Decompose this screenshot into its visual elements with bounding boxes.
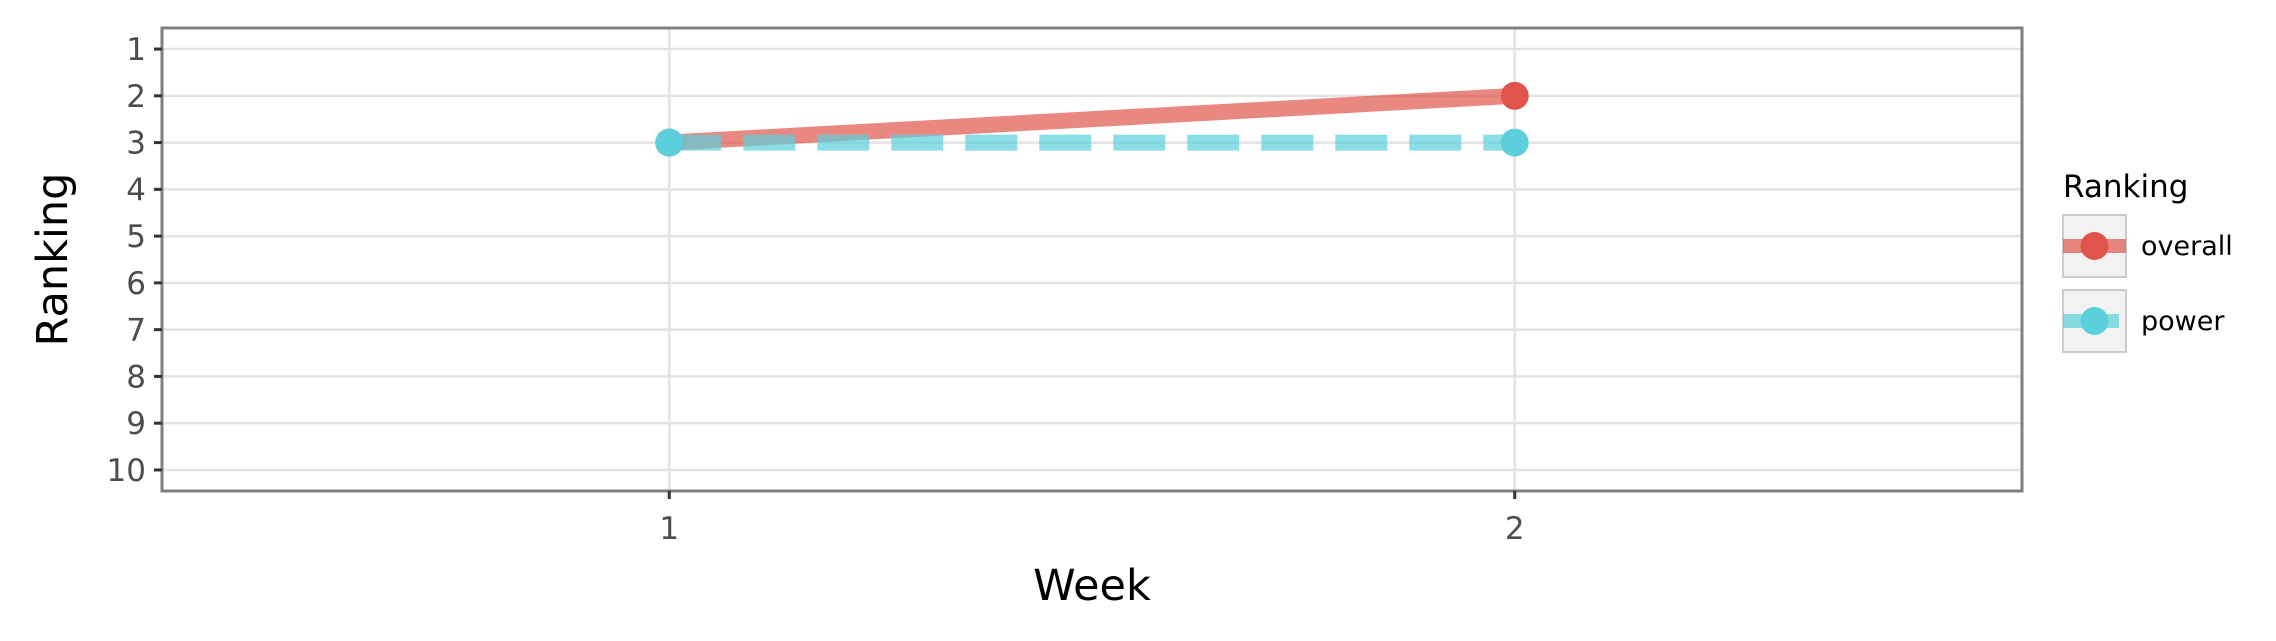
- y-tick-label: 6: [126, 266, 146, 302]
- legend-label-power: power: [2141, 306, 2225, 337]
- y-tick-label: 9: [126, 406, 146, 442]
- y-tick-label: 5: [126, 219, 146, 255]
- y-tick-label: 8: [126, 359, 146, 395]
- legend-key-marker-overall: [2080, 232, 2109, 260]
- gridlines: [162, 28, 2022, 491]
- y-tick-label: 1: [126, 32, 146, 68]
- legend: Ranking overall power: [2062, 169, 2233, 353]
- legend-key-marker-power: [2080, 307, 2109, 335]
- data-point-power: [655, 128, 684, 157]
- y-tick-label: 4: [126, 172, 146, 208]
- legend-title: Ranking: [2063, 169, 2188, 205]
- legend-label-overall: overall: [2141, 231, 2233, 262]
- x-tick-label: 1: [659, 511, 679, 547]
- series-lines: [655, 81, 1529, 157]
- y-axis-ticks: 1 2 3 4 5 6 7 8 9 10: [107, 32, 162, 489]
- y-tick-label: 7: [126, 313, 146, 349]
- data-point-power: [1500, 128, 1529, 157]
- x-tick-label: 2: [1505, 511, 1525, 547]
- y-tick-label: 3: [126, 126, 146, 162]
- series-line-overall: [668, 87, 1516, 151]
- x-axis-title: Week: [1033, 561, 1151, 611]
- y-axis-title: Ranking: [28, 173, 78, 347]
- y-tick-label: 10: [107, 453, 146, 489]
- data-point-overall: [1500, 81, 1529, 110]
- plot-panel-border: [160, 26, 2024, 493]
- y-tick-label: 2: [126, 79, 146, 115]
